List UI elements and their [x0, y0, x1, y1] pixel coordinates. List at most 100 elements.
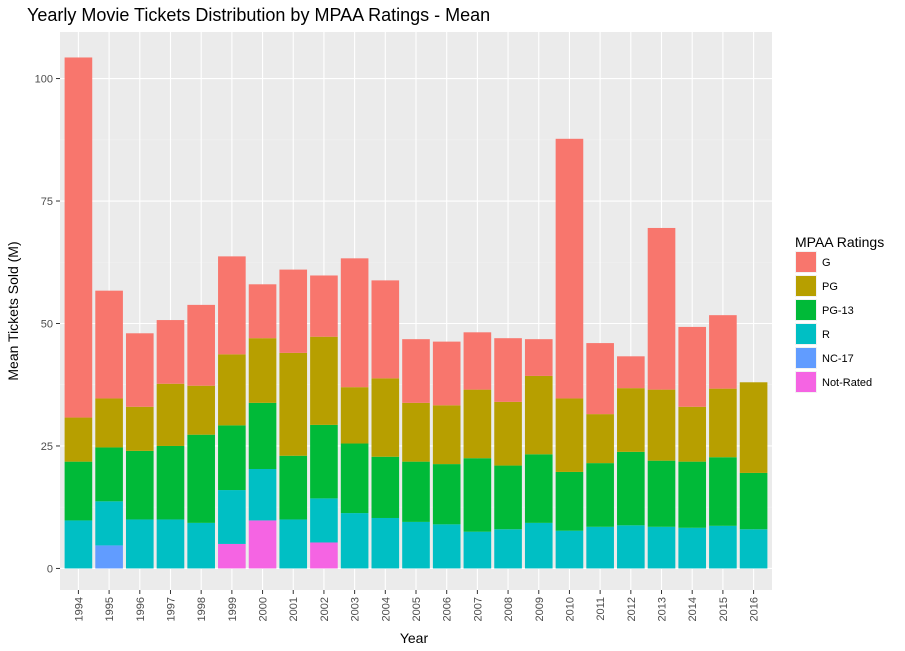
bar-segment-pg-2009	[524, 375, 553, 455]
chart-title: Yearly Movie Tickets Distribution by MPA…	[27, 5, 490, 25]
bar-segment-g-2011	[586, 343, 614, 415]
x-tick-label: 2011	[595, 597, 607, 621]
bar-segment-r-2003	[340, 513, 369, 569]
bar-segment-pg-13-2016	[739, 472, 768, 530]
legend-label: PG	[822, 281, 838, 293]
bar-segment-pg-13-2009	[524, 454, 553, 523]
legend-label: PG-13	[822, 305, 854, 317]
x-tick-label: 1995	[104, 597, 116, 621]
bar-segment-pg-13-2005	[402, 461, 430, 522]
bar-segment-pg-2004	[371, 378, 400, 457]
bar-segment-pg-13-2001	[279, 455, 308, 520]
y-tick-label: 0	[47, 563, 53, 575]
bar-segment-r-2007	[463, 531, 492, 569]
bar-segment-g-2012	[617, 356, 645, 389]
bar-segment-r-2011	[586, 526, 614, 569]
x-tick-label: 2016	[749, 597, 761, 621]
bar-segment-pg-2000	[248, 338, 277, 403]
legend-key-pg-13	[796, 300, 816, 320]
bar-segment-pg-13-1996	[125, 450, 154, 520]
legend: G PG PG-13 R NC-17 Not-Rated	[795, 251, 872, 393]
bar-segment-g-2001	[279, 269, 308, 353]
bar-segment-pg-13-2015	[709, 457, 737, 526]
x-tick-label: 2003	[350, 597, 362, 621]
bar-segment-pg-13-2013	[647, 460, 676, 527]
bar-segment-r-1995	[95, 501, 123, 546]
bar-segment-pg-2001	[279, 352, 308, 456]
bar-segment-r-2015	[709, 525, 737, 569]
bar-segment-g-2000	[248, 284, 277, 339]
legend-label: Not-Rated	[822, 377, 872, 389]
bar-segment-g-2006	[432, 341, 461, 406]
bar-segment-g-2009	[524, 339, 553, 376]
x-tick-label: 2006	[442, 597, 454, 621]
x-tick-label: 1999	[227, 597, 239, 621]
bar-segment-r-1994	[64, 520, 93, 569]
bar-segment-r-1996	[125, 519, 154, 569]
bar-segment-pg-1998	[187, 385, 215, 435]
bar-segment-g-1998	[187, 304, 215, 386]
legend-label: R	[822, 329, 830, 341]
bar-segment-pg-13-2007	[463, 458, 492, 532]
bar-segment-pg-13-1999	[218, 425, 246, 491]
x-tick-label: 2012	[626, 597, 638, 621]
bar-segment-g-2010	[555, 138, 584, 399]
bar-segment-pg-13-2012	[617, 451, 645, 526]
bar-segment-g-2013	[647, 227, 676, 390]
bar-segment-pg-1999	[218, 354, 246, 426]
bar-segment-g-2003	[340, 258, 369, 388]
bar-segment-r-2004	[371, 517, 400, 569]
bar-segment-r-2002	[310, 498, 338, 543]
x-tick-label: 2008	[503, 597, 515, 621]
bar-segment-g-2002	[310, 275, 338, 337]
bar-segment-g-2005	[402, 339, 430, 403]
bar-segment-pg-13-2014	[678, 461, 707, 528]
bar-segment-pg-13-1995	[95, 447, 123, 502]
bar-segment-pg-13-1994	[64, 461, 93, 521]
bar-segment-pg-2016	[739, 382, 768, 473]
bar-segment-r-2016	[739, 529, 768, 569]
x-tick-label: 2007	[472, 597, 484, 621]
legend-key-not-rated	[796, 372, 816, 392]
bar-segment-pg-2006	[432, 405, 461, 465]
bar-segment-pg-13-2002	[310, 424, 338, 499]
x-tick-label: 2010	[564, 597, 576, 621]
bar-segment-g-1996	[125, 333, 154, 407]
legend-label: NC-17	[822, 353, 854, 365]
legend-key-g	[796, 252, 816, 272]
x-tick-label: 2005	[411, 597, 423, 621]
bar-segment-pg-2015	[709, 388, 737, 458]
bar-segment-r-1997	[156, 519, 185, 569]
y-axis-title: Mean Tickets Sold (M)	[5, 241, 21, 380]
bar-segment-pg-13-1997	[156, 445, 185, 520]
x-tick-label: 2013	[657, 597, 669, 621]
bar-segment-nc-17-1995	[95, 545, 123, 569]
bar-segment-r-2005	[402, 521, 430, 569]
y-tick-label: 100	[35, 74, 53, 86]
bar-segment-pg-2008	[494, 401, 522, 466]
bar-segment-r-2008	[494, 529, 522, 569]
x-tick-label: 1997	[165, 597, 177, 621]
y-tick-label: 25	[41, 441, 53, 453]
bar-segment-pg-2014	[678, 406, 707, 462]
bar-segment-g-2014	[678, 326, 707, 407]
x-tick-label: 1998	[196, 597, 208, 621]
bar-segment-g-2004	[371, 280, 400, 379]
legend-label: G	[822, 257, 831, 269]
bar-segment-pg-1997	[156, 383, 185, 446]
x-tick-label: 2002	[319, 597, 331, 621]
bar-segment-g-1994	[64, 57, 93, 418]
bar-segment-g-1999	[218, 256, 246, 355]
bar-segment-not-rated-2002	[310, 542, 338, 569]
legend-title: MPAA Ratings	[795, 234, 884, 250]
x-axis: 1994 1995 1996 1997 1998 1999 2000 2001 2002 2003…	[73, 590, 761, 621]
y-tick-label: 75	[41, 196, 53, 208]
x-tick-label: 2001	[288, 597, 300, 621]
bar-segment-g-1997	[156, 320, 185, 384]
x-tick-label: 2015	[718, 597, 730, 621]
bar-segment-pg-13-2003	[340, 443, 369, 514]
bar-segment-pg-2012	[617, 388, 645, 452]
x-tick-label: 1994	[73, 597, 85, 621]
bar-segment-pg-13-2000	[248, 402, 277, 469]
